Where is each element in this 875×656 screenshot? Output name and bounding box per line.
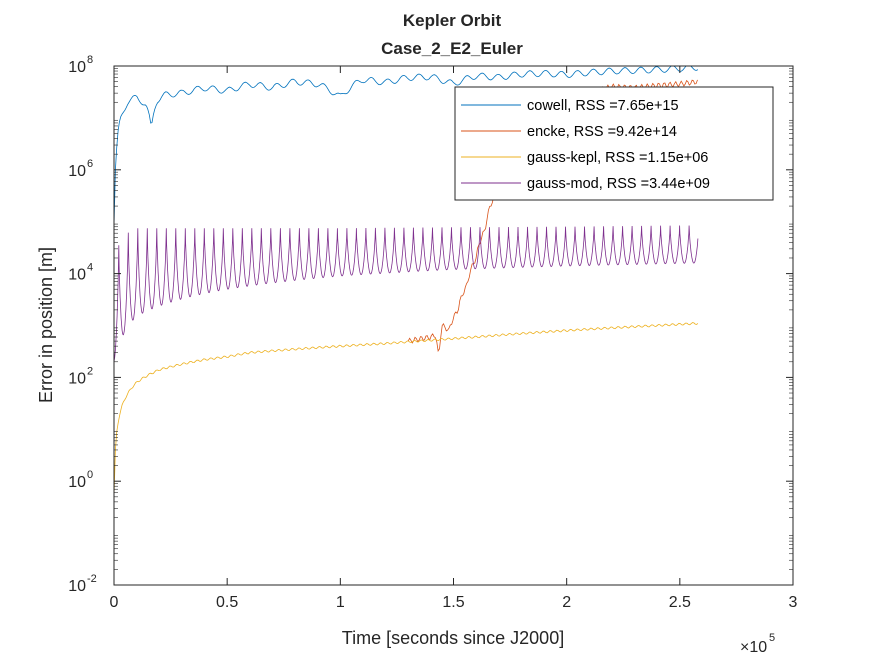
x-tick-label: 0.5 xyxy=(216,594,238,611)
series-line-gauss-kepl xyxy=(114,322,699,497)
x-tick-label: 2.5 xyxy=(669,594,691,611)
chart-title: Kepler Orbit xyxy=(403,11,502,30)
y-tick-label: 10 xyxy=(68,474,86,491)
legend: cowell, RSS =7.65e+15 encke, RSS =9.42e+1… xyxy=(454,86,774,201)
y-tick-label: 10 xyxy=(68,163,86,180)
x-axis-label: Time [seconds since J2000] xyxy=(342,628,564,648)
legend-entry: encke, RSS =9.42e+14 xyxy=(527,124,677,140)
legend-box xyxy=(454,86,774,201)
y-tick-label-exponent: 0 xyxy=(87,469,93,481)
legend-entry: gauss-mod, RSS =3.44e+09 xyxy=(527,176,710,192)
y-tick-label-exponent: 8 xyxy=(87,54,93,66)
chart-subtitle: Case_2_E2_Euler xyxy=(381,39,523,58)
x-tick-label: 0 xyxy=(110,594,119,611)
x-tick-label: 3 xyxy=(789,594,798,611)
y-tick-label: 10 xyxy=(68,267,86,284)
x-axis-multiplier: ×10 5 xyxy=(740,632,775,656)
y-tick-label: 10 xyxy=(68,370,86,387)
legend-entry: cowell, RSS =7.65e+15 xyxy=(527,98,679,114)
y-tick-label: 10 xyxy=(68,59,86,76)
y-tick-label-exponent: 6 xyxy=(87,158,93,170)
y-axis-label: Error in position [m] xyxy=(36,247,56,403)
x-tick-label: 2 xyxy=(562,594,571,611)
legend-entry: gauss-kepl, RSS =1.15e+06 xyxy=(527,150,708,166)
x-multiplier-exponent: 5 xyxy=(769,632,775,644)
x-tick-label: 1 xyxy=(336,594,345,611)
series-line-cowell xyxy=(114,66,699,227)
y-tick-label-exponent: -2 xyxy=(87,573,97,585)
x-tick-label: 1.5 xyxy=(442,594,464,611)
y-tick-label-exponent: 2 xyxy=(87,365,93,377)
y-tick-label: 10 xyxy=(68,578,86,595)
series-line-gauss-mod xyxy=(114,225,699,362)
x-multiplier-base: ×10 xyxy=(740,639,767,656)
y-tick-label-exponent: 4 xyxy=(87,262,93,274)
